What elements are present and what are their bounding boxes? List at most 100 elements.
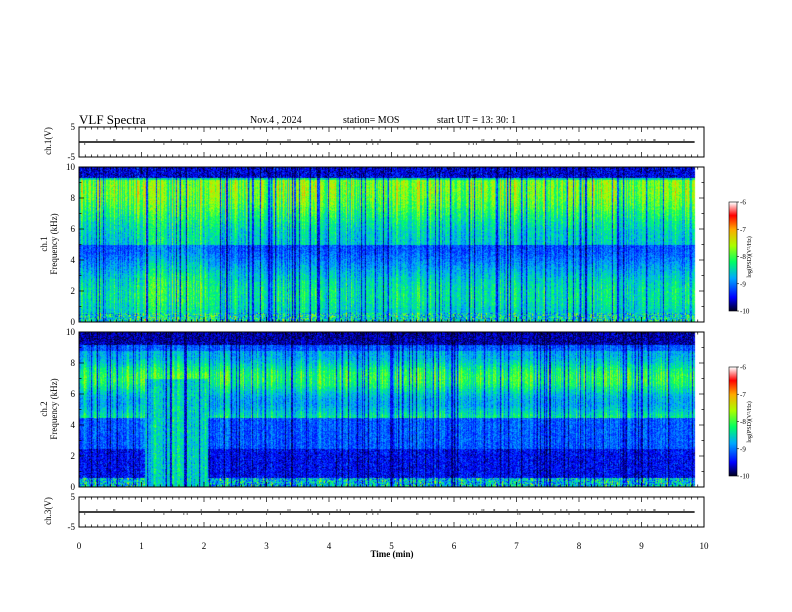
ch1-voltage-noise-dot (311, 143, 313, 145)
ch3-voltage-noise-dot (517, 513, 519, 515)
ch1-spectrogram-panel: 0 2 4 6 8 10 (66, 162, 705, 327)
ch3-voltage-noise-dot (163, 513, 165, 515)
ch3-voltage-noise-dot (542, 513, 544, 515)
ch3-voltage-noise-dot (113, 509, 115, 511)
ch2-spectrogram-ytick-label: 6 (71, 389, 76, 399)
ch1-voltage-noise-dot (519, 143, 521, 145)
ch1-voltage-noise-dot (372, 143, 374, 145)
x-axis-title: Time (min) (370, 549, 413, 559)
ch3-voltage-noise-dot (307, 509, 309, 511)
ch3-voltage-xtick-label: 4 (327, 541, 332, 551)
ch3-voltage-noise-dot (310, 509, 312, 511)
ch1-voltage-noise-dot (610, 143, 613, 145)
ch3-voltage-noise-dot (539, 509, 541, 511)
ch1-voltage-noise-dot (287, 139, 289, 141)
ch1-voltage-noise-dot (472, 143, 474, 145)
ch1-voltage-noise-dot (604, 139, 606, 141)
ch1-voltage-noise-dot (183, 143, 185, 145)
ch1-voltage-noise-dot (654, 139, 656, 141)
ch1-voltage-noise-dot (637, 139, 639, 141)
ch3-voltage-noise-dot (483, 509, 485, 511)
ch3-voltage-noise-dot (584, 513, 586, 515)
ch3-voltage-noise-dot (531, 509, 534, 511)
ch2-colorbar-tick-label: -8 (740, 418, 746, 426)
ch1-voltage-noise-dot (329, 143, 331, 145)
ch2-colorbar-tick-label: -7 (740, 391, 746, 399)
ch3-voltage-noise-dot (494, 509, 496, 511)
ch1-voltage-noise-dot (163, 143, 165, 145)
ch3-voltage-noise-dot (96, 509, 98, 511)
ch1-voltage-noise-dot (366, 143, 368, 145)
ch1-spectrogram-ytick-label: 2 (71, 286, 76, 296)
ch3-voltage-noise-dot (644, 509, 646, 511)
ch1-spectrogram-ytick-label: 4 (71, 255, 76, 265)
ch3-voltage-ylabel: ch.3(V) (43, 497, 53, 525)
ch1-colorbar-gradient (729, 202, 737, 311)
ch2-colorbar-gradient (729, 367, 737, 476)
ch3-voltage-noise-dot (629, 509, 631, 511)
ch2-spectrogram-panel: 0 2 4 6 8 10 (66, 327, 705, 492)
date-label: Nov.4 , 2024 (250, 115, 302, 126)
ch1-voltage-noise-dot (566, 139, 568, 141)
ch3-voltage-noise-dot (568, 513, 570, 515)
ch3-voltage-noise-dot (566, 509, 568, 511)
ch1-voltage-noise-dot (416, 143, 418, 145)
ch3-voltage-noise-dot (366, 513, 368, 515)
ch1-voltage-panel: 5 -5 (68, 122, 705, 162)
ch1-channel-label: ch.1 (39, 236, 49, 251)
ch3-voltage-noise-dot (560, 509, 562, 511)
ch3-voltage-noise-dot (242, 509, 244, 511)
ch3-voltage-xtick-label: 9 (639, 541, 644, 551)
ch1-colorbar-tick-label: -10 (740, 308, 750, 316)
ch1-spectrogram-ytick-label: 10 (66, 162, 76, 172)
ch3-voltage-xtick-label: 2 (202, 541, 207, 551)
ch1-voltage-noise-dot (641, 139, 643, 141)
ch2-colorbar: -6 -7 -8 -9 -10 (728, 364, 750, 481)
ch2-spectrogram-ytick-label: 2 (71, 451, 76, 461)
ch2-colorbar-tick-label: -6 (740, 364, 746, 372)
ch1-voltage-noise-dot (653, 139, 655, 141)
ch3-voltage-ytick-label: -5 (68, 522, 76, 532)
ch3-voltage-noise-dot (348, 513, 351, 515)
ch3-voltage-noise-dot (637, 509, 639, 511)
ch1-voltage-noise-dot (507, 139, 509, 141)
ch1-voltage-noise-dot (539, 139, 541, 141)
ch3-voltage-noise-dot (287, 509, 289, 511)
ch1-voltage-noise-dot (218, 139, 220, 141)
ch1-colorbar-label: log(PSD)(V²/Hz) (746, 236, 753, 277)
ch1-voltage-noise-dot (629, 139, 631, 141)
ch3-voltage-noise-dot (416, 513, 418, 515)
ch3-voltage-noise-dot (84, 513, 86, 515)
ch3-voltage-noise-dot (289, 509, 291, 511)
ch3-voltage-noise-dot (667, 513, 670, 515)
ch2-spectrogram-ytick-label: 8 (71, 358, 76, 368)
ch1-colorbar: -6 -7 -8 -9 -10 (728, 199, 750, 316)
ch1-voltage-noise-dot (310, 139, 312, 141)
ch1-voltage-noise-dot (494, 139, 496, 141)
ch3-voltage-noise-dot (316, 513, 319, 515)
ch3-voltage-noise-dot (186, 513, 188, 515)
ch1-voltage-noise-dot (235, 143, 238, 145)
ch1-voltage-noise-dot (267, 139, 269, 141)
ch1-voltage-noise-dot (153, 139, 155, 141)
ch3-voltage-noise-dot (654, 509, 656, 511)
ch1-voltage-noise-dot (417, 143, 419, 145)
ch1-voltage-noise-dot (516, 139, 518, 141)
ch1-colorbar-tick-label: -6 (740, 199, 746, 207)
ch3-voltage-noise-dot (507, 509, 509, 511)
ch2-spectrogram-ytick-label: 0 (71, 482, 76, 492)
ch3-voltage-noise-dot (610, 513, 613, 515)
ch3-voltage-noise-dot (200, 509, 202, 511)
ch1-spectrogram-ytick-label: 6 (71, 224, 76, 234)
ch3-voltage-noise-dot (604, 509, 606, 511)
ch3-voltage-noise-dot (475, 513, 477, 515)
ch3-voltage-noise-dot (200, 513, 203, 515)
ch1-voltage-noise-dot (289, 139, 291, 141)
ch1-voltage-noise-dot (379, 139, 381, 141)
ch3-voltage-noise-dot (597, 513, 600, 515)
station-label: station= MOS (343, 115, 399, 126)
ch3-voltage-noise-dot (114, 509, 116, 511)
ch1-colorbar-tick-label: -7 (740, 226, 746, 234)
ch1-voltage-noise-dot (186, 143, 188, 145)
ch3-voltage-noise-dot (481, 509, 483, 511)
